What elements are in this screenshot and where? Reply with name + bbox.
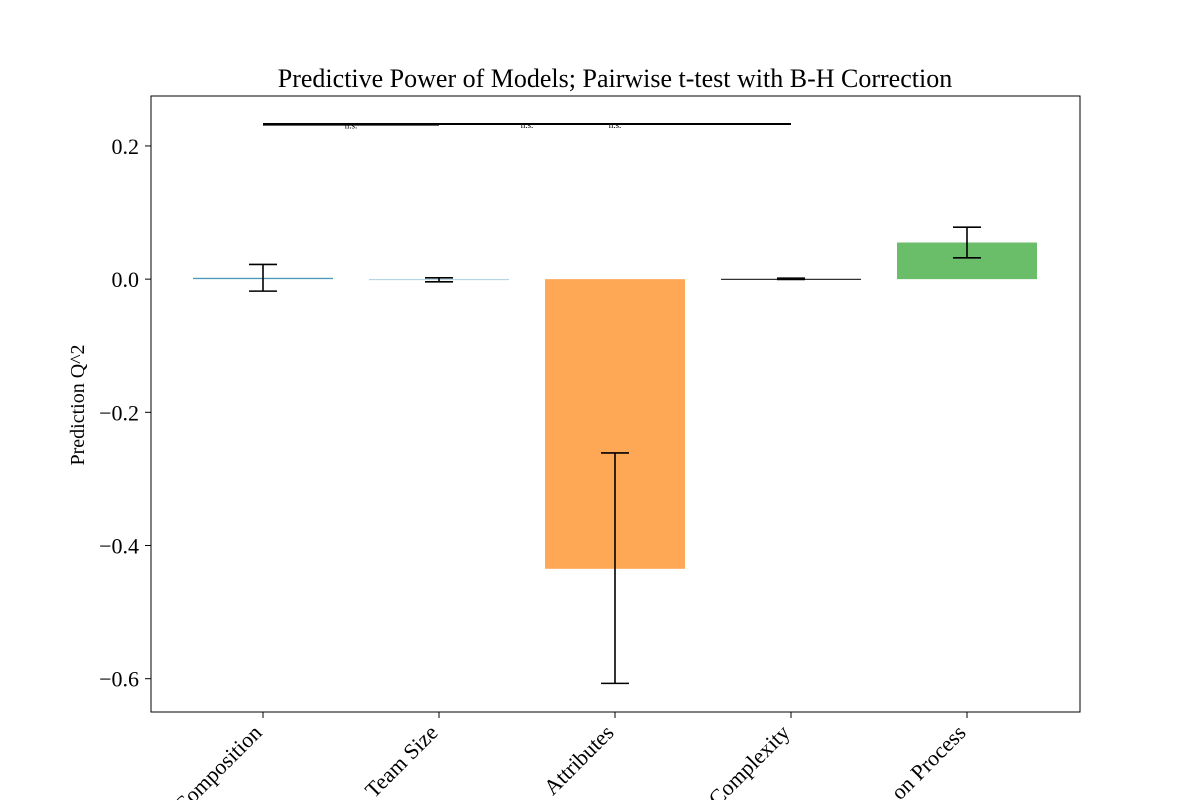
error-bar — [777, 277, 805, 281]
x-tick-label: on Process — [886, 720, 971, 800]
x-tick-label: Composition — [168, 720, 266, 800]
x-tick-label: Team Size — [360, 720, 443, 800]
y-tick-label: −0.6 — [99, 667, 139, 692]
plot-area: n.s.n.s.n.s. — [193, 120, 1037, 685]
x-tick-label: Attributes — [539, 720, 619, 800]
error-bar — [601, 452, 629, 685]
error-bar — [953, 226, 981, 259]
y-axis-label: Prediction Q^2 — [67, 344, 89, 465]
y-tick-label: −0.2 — [99, 400, 139, 425]
y-tick-label: 0.0 — [112, 267, 140, 292]
y-tick-label: −0.4 — [99, 534, 139, 559]
significance-label: n.s. — [345, 121, 358, 131]
error-bar — [249, 263, 277, 292]
significance-label: n.s. — [609, 120, 622, 130]
y-tick-label: 0.2 — [112, 134, 140, 159]
error-bar — [425, 277, 453, 283]
chart-title: Predictive Power of Models; Pairwise t-t… — [278, 64, 952, 93]
x-tick-label: Complexity — [703, 720, 794, 800]
